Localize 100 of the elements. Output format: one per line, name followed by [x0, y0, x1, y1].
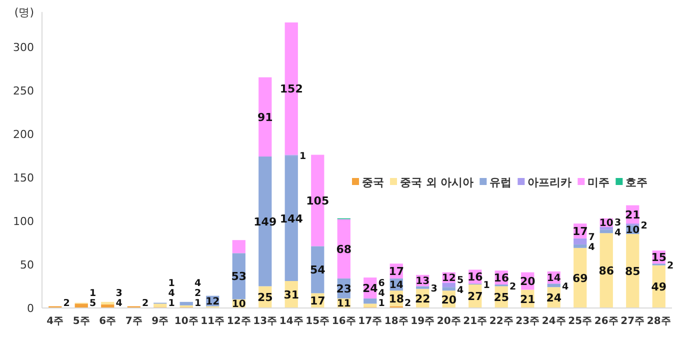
x-tick-label: 6주	[99, 316, 116, 327]
data-label: 4	[456, 284, 464, 296]
x-tick-label: 13주	[253, 316, 278, 327]
x-tick-label: 21주	[463, 316, 488, 327]
data-label: 14	[546, 273, 561, 284]
legend-label: 중국 외 아시아	[400, 176, 474, 189]
x-tick-label: 27주	[620, 316, 645, 327]
x-tick-label: 18주	[384, 316, 408, 327]
data-label: 1	[378, 298, 385, 309]
data-label: 17	[310, 294, 326, 308]
data-label: 152	[280, 82, 303, 96]
data-label: 4	[194, 278, 202, 289]
legend-label: 미주	[588, 176, 610, 189]
data-label: 7	[588, 232, 595, 244]
x-tick-label: 28주	[646, 316, 671, 327]
data-label: 24	[546, 292, 562, 305]
legend-label: 호주	[626, 176, 648, 189]
data-label: 5	[456, 274, 464, 286]
y-tick-label: 150	[13, 171, 34, 184]
y-tick-label: 250	[13, 84, 34, 98]
x-tick-label: 16주	[332, 316, 356, 327]
x-tick-label: 11주	[200, 316, 225, 327]
data-label: 2	[63, 298, 70, 309]
data-label: 6	[378, 278, 386, 289]
x-tick-label: 24주	[542, 316, 566, 327]
data-label: 20	[520, 275, 536, 288]
data-label: 5	[89, 298, 96, 309]
data-label: 31	[284, 288, 300, 302]
y-tick-label: 300	[13, 40, 34, 54]
x-tick-label: 14주	[279, 316, 304, 327]
legend-label: 아프리카	[528, 176, 572, 189]
data-label: 3	[614, 217, 622, 228]
data-label: 25	[257, 291, 273, 304]
data-label: 24	[362, 282, 378, 295]
data-label: 17	[388, 265, 404, 278]
y-tick-label: 200	[13, 128, 34, 141]
data-label: 1	[483, 280, 490, 292]
data-label: 4	[614, 227, 622, 238]
data-label: 69	[572, 272, 588, 285]
data-label: 1	[168, 298, 175, 309]
data-label: 3	[116, 288, 122, 299]
data-label: 2	[194, 288, 202, 299]
x-tick-label: 23주	[516, 316, 540, 327]
data-label: 12	[206, 296, 220, 308]
data-label: 20	[441, 293, 457, 306]
data-label: 4	[562, 281, 569, 292]
data-label: 105	[306, 194, 330, 208]
data-label: 4	[116, 298, 123, 309]
data-label: 16	[467, 270, 484, 284]
data-label: 86	[598, 264, 614, 278]
x-tick-label: 9주	[152, 316, 169, 327]
data-label: 4	[378, 288, 386, 299]
x-tick-label: 19주	[410, 316, 435, 327]
x-tick-label: 25주	[568, 316, 592, 327]
data-label: 13	[416, 276, 430, 288]
data-label: 2	[640, 220, 648, 232]
x-tick-label: 26주	[594, 316, 618, 327]
x-tick-label: 5주	[72, 316, 90, 327]
x-tick-label: 15주	[306, 316, 330, 327]
data-label: 2	[142, 298, 149, 309]
data-label: 4	[588, 242, 596, 254]
data-label: 68	[336, 242, 352, 256]
data-label: 91	[257, 110, 273, 124]
legend-label: 유럽	[490, 176, 512, 189]
x-tick-label: 10주	[174, 316, 198, 327]
data-label: 10	[626, 225, 640, 236]
data-label: 49	[651, 280, 667, 294]
data-label: 3	[430, 284, 438, 295]
y-tick-label: 100	[13, 214, 34, 228]
data-label: 1	[194, 298, 202, 309]
data-label: 14	[389, 280, 404, 291]
y-axis-title: (명)	[14, 6, 34, 19]
x-tick-label: 17주	[358, 316, 382, 327]
x-tick-label: 20주	[436, 316, 461, 327]
y-tick-label: 0	[27, 302, 34, 315]
data-label: 2	[404, 298, 412, 309]
data-label: 12	[442, 273, 456, 284]
data-label: 10	[599, 218, 614, 230]
data-label: 2	[666, 260, 674, 272]
data-label: 4	[168, 288, 176, 299]
data-label: 15	[651, 251, 667, 264]
x-tick-label: 22주	[489, 316, 514, 327]
legend-label: 중국	[362, 176, 384, 189]
data-label: 1	[299, 151, 306, 162]
data-label: 10	[232, 299, 246, 310]
data-label: 17	[572, 224, 588, 238]
data-label: 21	[520, 292, 536, 306]
data-label: 85	[624, 265, 640, 278]
data-label: 2	[509, 281, 516, 292]
data-label: 1	[168, 278, 175, 289]
x-tick-label: 4주	[46, 316, 64, 327]
data-label: 1	[89, 288, 96, 299]
data-label: 11	[336, 298, 351, 310]
data-label: 18	[388, 292, 404, 306]
x-tick-label: 7주	[125, 316, 142, 327]
data-label: 21	[624, 208, 640, 222]
data-label: 16	[494, 272, 510, 285]
y-tick-label: 50	[20, 258, 34, 272]
data-label: 25	[494, 291, 510, 304]
x-tick-label: 12주	[226, 316, 251, 327]
